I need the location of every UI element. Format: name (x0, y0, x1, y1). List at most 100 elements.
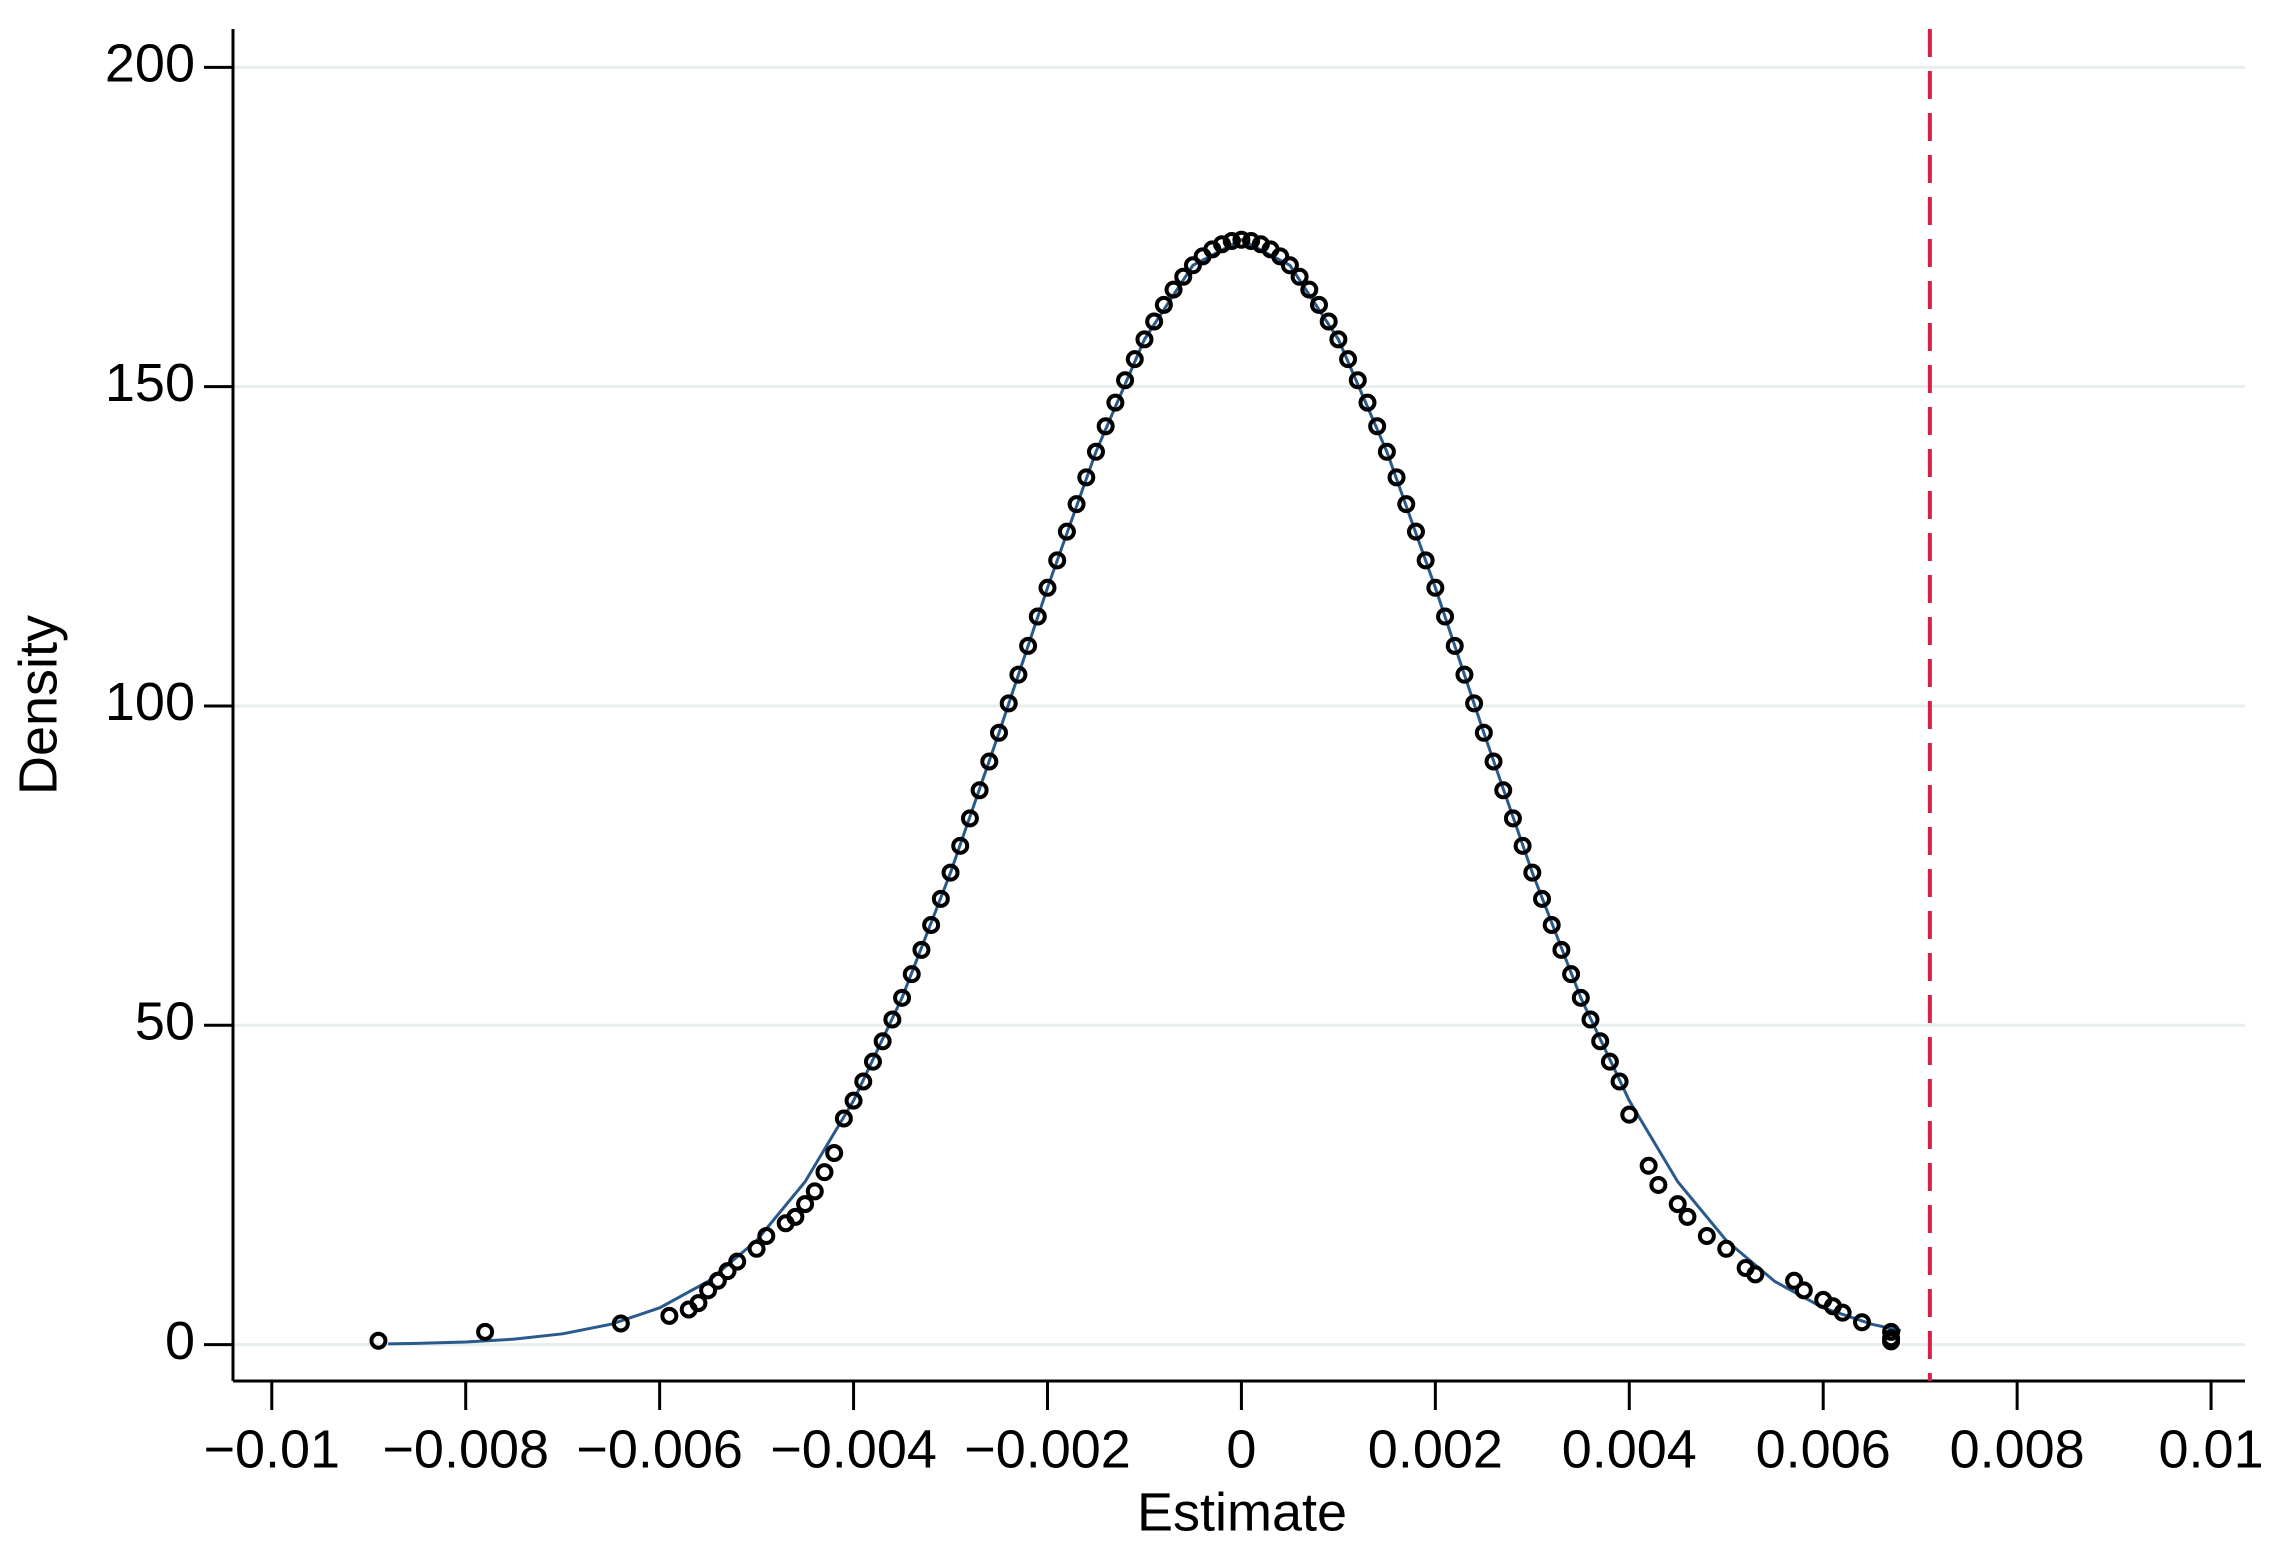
point (1280, 256, 1299, 275)
point (1145, 312, 1164, 331)
point (1581, 1010, 1600, 1029)
point (922, 916, 941, 935)
point (1096, 417, 1115, 436)
x-axis-label: Estimate (1137, 1482, 1347, 1542)
point (1377, 442, 1396, 461)
point (1552, 940, 1571, 959)
point (1785, 1271, 1804, 1290)
point (815, 1163, 834, 1182)
point (369, 1331, 388, 1350)
point (893, 988, 912, 1007)
point (1523, 863, 1542, 882)
point (1639, 1156, 1658, 1175)
point (863, 1052, 882, 1071)
x-tick-label: −0.004 (770, 1419, 937, 1479)
point (1494, 781, 1513, 800)
point (1600, 1052, 1619, 1071)
x-tick-label: 0.004 (1562, 1419, 1697, 1479)
point (805, 1182, 824, 1201)
x-tick-label: 0.008 (1950, 1419, 2085, 1479)
point (1319, 312, 1338, 331)
point (980, 752, 999, 771)
point (1164, 280, 1183, 299)
point (1697, 1227, 1716, 1246)
point (1154, 295, 1173, 314)
y-tick-label: 100 (105, 672, 195, 732)
point (1038, 578, 1057, 597)
point (1474, 723, 1493, 742)
point (708, 1271, 727, 1290)
point (1562, 965, 1581, 984)
point (1465, 694, 1484, 713)
point (1387, 468, 1406, 487)
point (844, 1091, 863, 1110)
x-tick-label: −0.01 (203, 1419, 340, 1479)
point (1135, 330, 1154, 349)
point (951, 836, 970, 855)
point (1455, 665, 1474, 684)
x-tick-label: 0.01 (2159, 1419, 2264, 1479)
normal-curve (388, 238, 1902, 1346)
point (1222, 232, 1241, 251)
point (1368, 417, 1387, 436)
point (718, 1262, 737, 1281)
point (1426, 578, 1445, 597)
point (1271, 247, 1290, 266)
point (1794, 1281, 1813, 1300)
point (1106, 393, 1125, 412)
point (747, 1239, 766, 1258)
y-tick-label: 50 (135, 992, 195, 1052)
point (1571, 988, 1590, 1007)
point (960, 809, 979, 828)
x-tick-label: −0.006 (576, 1419, 743, 1479)
point (1882, 1322, 1901, 1341)
point (660, 1306, 679, 1325)
point (1445, 636, 1464, 655)
y-axis-label: Density (8, 615, 68, 795)
point (854, 1072, 873, 1091)
point (1028, 607, 1047, 626)
point (1048, 551, 1067, 570)
point (1717, 1239, 1736, 1258)
point (1116, 371, 1135, 390)
point (970, 781, 989, 800)
y-tick-label: 150 (105, 353, 195, 413)
point (476, 1322, 495, 1341)
point (912, 940, 931, 959)
point (883, 1010, 902, 1029)
point (1610, 1072, 1629, 1091)
point (1833, 1303, 1852, 1322)
point (1591, 1032, 1610, 1051)
x-tick-label: 0 (1226, 1419, 1256, 1479)
point (699, 1281, 718, 1300)
x-tick-label: −0.002 (964, 1419, 1131, 1479)
point (931, 889, 950, 908)
y-tick-label: 200 (105, 34, 195, 94)
point (1882, 1332, 1901, 1351)
point (1213, 235, 1232, 254)
point (1300, 280, 1319, 299)
point (1542, 916, 1561, 935)
point (1406, 522, 1425, 541)
point (834, 1109, 853, 1128)
point (999, 694, 1018, 713)
point (902, 965, 921, 984)
point (1436, 607, 1455, 626)
point (1852, 1313, 1871, 1332)
point (1057, 522, 1076, 541)
point (1416, 551, 1435, 570)
point (1678, 1207, 1697, 1226)
point (1513, 836, 1532, 855)
x-tick-label: 0.006 (1756, 1419, 1891, 1479)
point (873, 1032, 892, 1051)
point (990, 723, 1009, 742)
point (1329, 330, 1348, 349)
point (941, 863, 960, 882)
point (1649, 1175, 1668, 1194)
point (1125, 350, 1144, 369)
point (611, 1314, 630, 1333)
point (1174, 267, 1193, 286)
point (1484, 752, 1503, 771)
point (1242, 232, 1261, 251)
